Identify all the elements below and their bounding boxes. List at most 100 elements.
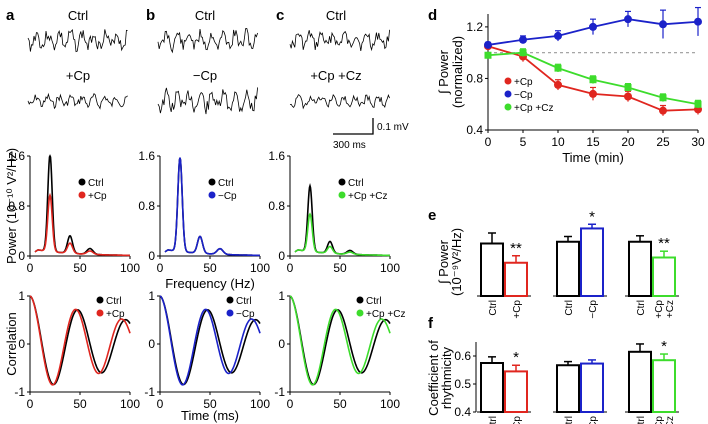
spectrum-xtick-label: 50 — [203, 261, 217, 275]
trace-a-ctrl — [27, 28, 128, 53]
d-legend-marker — [504, 103, 512, 111]
spectrum-ytick-label: 0.8 — [8, 199, 25, 213]
spectrum-ytick-label: 0.8 — [138, 199, 155, 213]
panel-e-bar — [504, 261, 528, 297]
panel-e-category-label: Ctrl — [488, 300, 499, 316]
scale-bar-time: 300 ms — [333, 140, 366, 151]
legend-drug-label: +Cp — [106, 309, 125, 320]
panel-label-c: c — [276, 7, 284, 24]
legend-ctrl-marker — [356, 296, 364, 304]
trace-label-c-bottom: +Cp +Cz — [310, 68, 361, 83]
d-point — [659, 20, 667, 29]
d-ylabel-line1: ∫ Power — [436, 49, 451, 95]
d-point — [624, 15, 632, 24]
legend-drug-marker — [78, 191, 86, 199]
panel-label-f: f — [428, 315, 434, 332]
d-point — [554, 80, 562, 89]
correlation-drug-line — [289, 295, 391, 386]
d-point — [659, 94, 667, 102]
d-ylabel-line2: (normalized) — [450, 36, 465, 108]
correlation-ytick-label: 0 — [18, 337, 25, 351]
correlation-xtick-label: 50 — [203, 397, 217, 411]
correlation-ytick-label: 1 — [278, 289, 285, 303]
legend-ctrl-marker — [78, 178, 86, 186]
panel-label-b: b — [146, 7, 155, 24]
legend-drug-label: −Cp — [236, 309, 255, 320]
panel-f-bar — [504, 370, 528, 413]
panel-f-category-label: Ctrl — [488, 416, 499, 424]
trace-b-ctrl — [157, 27, 258, 54]
d-point — [694, 17, 702, 26]
panel-e-bar — [652, 256, 676, 297]
panel-label-d: d — [428, 7, 437, 24]
legend-drug-label: +Cp — [88, 191, 107, 202]
correlation-drug-line — [159, 295, 261, 386]
legend-ctrl-marker — [208, 178, 216, 186]
trace-b-negcp — [157, 87, 258, 115]
legend-drug-marker — [96, 309, 104, 317]
spectrum-xtick-label: 50 — [73, 261, 87, 275]
d-point — [694, 100, 702, 108]
trace-label-c-top: Ctrl — [326, 8, 346, 23]
panel-e-significance: * — [589, 208, 595, 225]
legend-ctrl-label: Ctrl — [236, 296, 252, 307]
spectrum-drug-line — [164, 157, 260, 257]
d-xtick-label: 5 — [520, 135, 527, 149]
trace-label-a-top: Ctrl — [68, 8, 88, 23]
correlation-xtick-label: 50 — [73, 397, 87, 411]
f-ytick-label: 0.5 — [454, 377, 471, 391]
correlation-drug-line — [29, 295, 131, 386]
d-xtick-label: 15 — [586, 135, 600, 149]
correlation-ytick-label: -1 — [144, 385, 155, 399]
spectrum-xtick-label: 100 — [380, 261, 400, 275]
d-point — [519, 35, 527, 44]
correlation-xtick-label: 100 — [250, 397, 270, 411]
d-xtick-label: 20 — [621, 135, 635, 149]
d-point — [624, 83, 632, 91]
panel-f-significance: * — [513, 349, 519, 366]
d-point — [589, 76, 597, 84]
trace-label-a-bottom: +Cp — [66, 68, 90, 83]
spectrum-ylabel: Power (10⁻¹⁰ V²/Hz) — [4, 148, 19, 264]
d-point — [624, 92, 632, 101]
panel-f-category-label: Ctrl — [636, 416, 647, 424]
d-ytick-label: 1.2 — [466, 20, 483, 34]
d-point — [519, 49, 527, 57]
trace-c-ctrl — [289, 29, 390, 52]
panel-e-bar — [556, 240, 580, 297]
panel-f-category-label: +Cp — [654, 416, 665, 424]
spectrum-ytick-label: 1.6 — [8, 149, 25, 163]
spectrum-drug-line — [294, 212, 390, 257]
d-ytick-label: 0.8 — [466, 71, 483, 85]
panel-e-bar — [580, 227, 604, 297]
f-ytick-label: 0.6 — [454, 349, 471, 363]
d-xtick-label: 10 — [551, 135, 565, 149]
legend-ctrl-label: Ctrl — [218, 178, 234, 189]
legend-ctrl-label: Ctrl — [106, 296, 122, 307]
legend-drug-marker — [356, 309, 364, 317]
panel-e-category-label: Ctrl — [564, 300, 575, 316]
panel-label-a: a — [6, 7, 15, 24]
legend-ctrl-label: Ctrl — [366, 296, 382, 307]
d-legend-marker — [504, 90, 512, 98]
panel-e-bar — [628, 240, 652, 297]
panel-f-bar — [652, 359, 676, 414]
d-legend-label: +Cp +Cz — [514, 103, 553, 114]
correlation-ytick-label: 0 — [148, 337, 155, 351]
panel-label-e: e — [428, 207, 436, 224]
legend-ctrl-label: Ctrl — [348, 178, 364, 189]
panel-e-category-label: +Cz — [665, 300, 676, 318]
correlation-xtick-label: 100 — [380, 397, 400, 411]
correlation-ylabel: Correlation — [4, 312, 19, 376]
trace-a-cp — [27, 92, 128, 110]
panel-f-significance: * — [661, 338, 667, 355]
panel-e-significance: ** — [510, 240, 522, 257]
panel-e-category-label: +Cp — [512, 300, 523, 319]
correlation-xlabel: Time (ms) — [181, 408, 239, 423]
correlation-ytick-label: 0 — [278, 337, 285, 351]
panel-f-category-label: +Cp — [512, 416, 523, 424]
panel-f-bar — [628, 350, 652, 413]
legend-drug-label: +Cp +Cz — [348, 191, 387, 202]
spectrum-ytick-label: 0 — [278, 249, 285, 263]
